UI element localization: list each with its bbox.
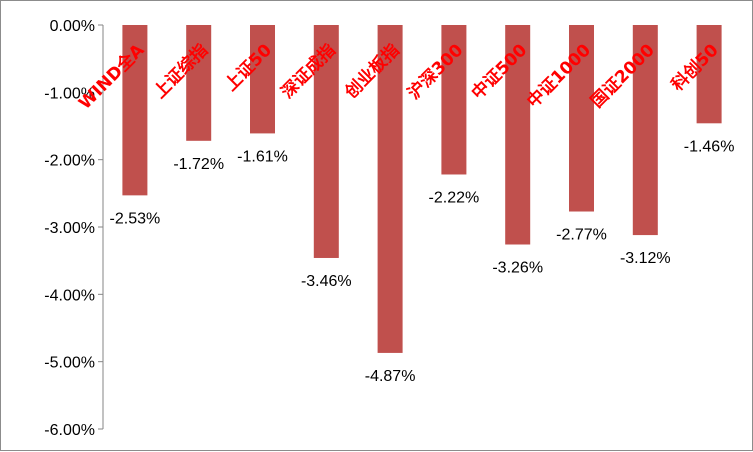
data-label: -1.46% [684, 138, 735, 155]
data-label: -2.77% [556, 227, 607, 244]
data-label: -3.46% [301, 273, 352, 290]
y-axis: 0.00% -1.00% -2.00% -3.00% -4.00% -5.00% -6.00… [44, 18, 104, 439]
data-label: -1.61% [237, 148, 288, 165]
y-tick-label: -3.00% [44, 220, 95, 237]
data-label: -1.72% [173, 156, 224, 173]
data-label: -2.22% [429, 189, 480, 206]
bar [441, 25, 467, 175]
bar [505, 25, 531, 245]
y-tick-label: -5.00% [44, 355, 95, 372]
bar [122, 25, 148, 196]
bar [250, 25, 275, 134]
y-tick-label: -1.00% [44, 85, 95, 102]
y-tick-label: 0.00% [50, 18, 95, 35]
data-label: -2.53% [110, 210, 161, 227]
data-label: -3.26% [492, 260, 543, 277]
data-label: -4.87% [365, 368, 416, 385]
bar [696, 25, 722, 124]
bar [569, 25, 594, 212]
bars [122, 25, 722, 353]
bar [186, 25, 212, 141]
bar [377, 25, 403, 353]
y-tick-label: -6.00% [44, 422, 95, 439]
data-labels: -2.53% -1.72% -1.61% -3.46% -4.87% -2.22% -3.2… [110, 138, 735, 385]
bar [313, 25, 339, 258]
y-tick-label: -2.00% [44, 153, 95, 170]
y-tick-label: -4.00% [44, 287, 95, 304]
data-label: -3.12% [620, 250, 671, 267]
bar [632, 25, 658, 236]
